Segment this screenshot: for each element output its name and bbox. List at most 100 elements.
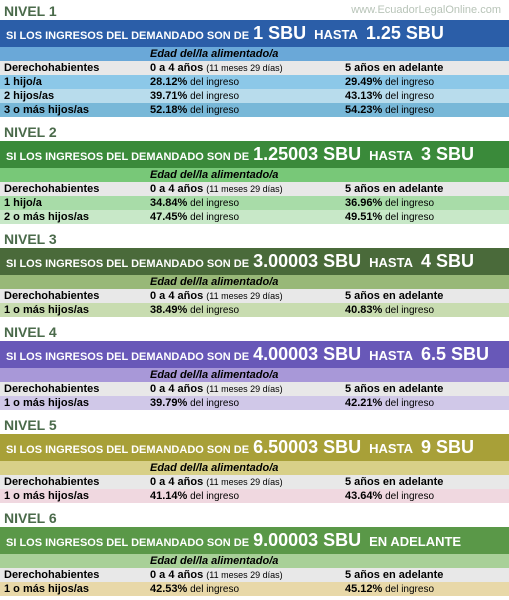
column-headers: Derechohabientes0 a 4 años (11 meses 29 … (0, 475, 509, 489)
nivel-title: NIVEL 4 (0, 321, 509, 341)
col-age-a: 0 a 4 años (11 meses 29 días) (150, 476, 345, 488)
col-age-b: 5 años en adelante (345, 290, 509, 302)
row-label: 2 o más hijos/as (0, 211, 150, 223)
row-label: 2 hijos/as (0, 90, 150, 102)
income-range-header: SI LOS INGRESOS DEL DEMANDADO SON DE 4.00… (0, 341, 509, 368)
income-range-header: SI LOS INGRESOS DEL DEMANDADO SON DE1 SB… (0, 20, 509, 47)
col-age-b: 5 años en adelante (345, 569, 509, 581)
nivel-title: NIVEL 3 (0, 228, 509, 248)
header-pre: SI LOS INGRESOS DEL DEMANDADO SON DE (6, 258, 249, 270)
age-header-row: Edad del/la alimentado/a (0, 275, 509, 289)
row-value-b: 54.23% del ingreso (345, 104, 509, 116)
col-age-a: 0 a 4 años (11 meses 29 días) (150, 383, 345, 395)
nivel-block: NIVEL 6SI LOS INGRESOS DEL DEMANDADO SON… (0, 507, 509, 596)
range-to: 9 SBU (421, 437, 474, 458)
header-pre: SI LOS INGRESOS DEL DEMANDADO SON DE (6, 537, 249, 549)
range-from: 4.00003 SBU (253, 344, 361, 365)
range-from: 9.00003 SBU (253, 530, 361, 551)
nivel-block: NIVEL 1SI LOS INGRESOS DEL DEMANDADO SON… (0, 0, 509, 117)
row-label: 1 o más hijos/as (0, 583, 150, 595)
nivel-block: NIVEL 5SI LOS INGRESOS DEL DEMANDADO SON… (0, 414, 509, 503)
row-value-b: 36.96% del ingreso (345, 197, 509, 209)
table-container: NIVEL 1SI LOS INGRESOS DEL DEMANDADO SON… (0, 0, 509, 596)
row-value-a: 52.18% del ingreso (150, 104, 345, 116)
row-label: 1 hijo/a (0, 197, 150, 209)
col-derecho: Derechohabientes (0, 183, 150, 195)
col-age-a: 0 a 4 años (11 meses 29 días) (150, 290, 345, 302)
income-range-header: SI LOS INGRESOS DEL DEMANDADO SON DE 9.00… (0, 527, 509, 554)
row-label: 3 o más hijos/as (0, 104, 150, 116)
row-label: 1 o más hijos/as (0, 490, 150, 502)
nivel-title: NIVEL 6 (0, 507, 509, 527)
nivel-title: NIVEL 2 (0, 121, 509, 141)
header-mid: HASTA (369, 148, 413, 163)
table-row: 2 hijos/as39.71% del ingreso43.13% del i… (0, 89, 509, 103)
row-value-a: 34.84% del ingreso (150, 197, 345, 209)
age-header-row: Edad del/la alimentado/a (0, 461, 509, 475)
row-label: 1 o más hijos/as (0, 397, 150, 409)
col-derecho: Derechohabientes (0, 476, 150, 488)
column-headers: Derechohabientes0 a 4 años (11 meses 29 … (0, 568, 509, 582)
income-range-header: SI LOS INGRESOS DEL DEMANDADO SON DE 1.25… (0, 141, 509, 168)
range-from: 3.00003 SBU (253, 251, 361, 272)
table-row: 1 o más hijos/as41.14% del ingreso43.64%… (0, 489, 509, 503)
range-to: 4 SBU (421, 251, 474, 272)
col-age-a: 0 a 4 años (11 meses 29 días) (150, 183, 345, 195)
nivel-block: NIVEL 4SI LOS INGRESOS DEL DEMANDADO SON… (0, 321, 509, 410)
age-label: Edad del/la alimentado/a (150, 555, 509, 567)
header-mid: HASTA (314, 27, 358, 42)
row-value-b: 42.21% del ingreso (345, 397, 509, 409)
row-value-b: 45.12% del ingreso (345, 583, 509, 595)
income-range-header: SI LOS INGRESOS DEL DEMANDADO SON DE 3.00… (0, 248, 509, 275)
watermark: www.EcuadorLegalOnline.com (351, 4, 501, 16)
income-range-header: SI LOS INGRESOS DEL DEMANDADO SON DE 6.50… (0, 434, 509, 461)
column-headers: Derechohabientes0 a 4 años (11 meses 29 … (0, 289, 509, 303)
col-derecho: Derechohabientes (0, 62, 150, 74)
column-headers: Derechohabientes0 a 4 años (11 meses 29 … (0, 182, 509, 196)
row-value-a: 38.49% del ingreso (150, 304, 345, 316)
header-pre: SI LOS INGRESOS DEL DEMANDADO SON DE (6, 151, 249, 163)
age-label: Edad del/la alimentado/a (150, 369, 509, 381)
age-label: Edad del/la alimentado/a (150, 276, 509, 288)
row-value-b: 43.13% del ingreso (345, 90, 509, 102)
column-headers: Derechohabientes0 a 4 años (11 meses 29 … (0, 382, 509, 396)
row-value-a: 39.71% del ingreso (150, 90, 345, 102)
table-row: 3 o más hijos/as52.18% del ingreso54.23%… (0, 103, 509, 117)
row-label: 1 o más hijos/as (0, 304, 150, 316)
table-row: 1 o más hijos/as38.49% del ingreso40.83%… (0, 303, 509, 317)
row-value-a: 28.12% del ingreso (150, 76, 345, 88)
row-value-a: 39.79% del ingreso (150, 397, 345, 409)
header-pre: SI LOS INGRESOS DEL DEMANDADO SON DE (6, 351, 249, 363)
range-from: 1.25003 SBU (253, 144, 361, 165)
age-label: Edad del/la alimentado/a (150, 48, 509, 60)
col-derecho: Derechohabientes (0, 569, 150, 581)
row-value-b: 29.49% del ingreso (345, 76, 509, 88)
nivel-title: NIVEL 5 (0, 414, 509, 434)
age-header-row: Edad del/la alimentado/a (0, 368, 509, 382)
row-value-a: 42.53% del ingreso (150, 583, 345, 595)
range-from: 6.50003 SBU (253, 437, 361, 458)
header-mid: HASTA (369, 348, 413, 363)
nivel-block: NIVEL 2SI LOS INGRESOS DEL DEMANDADO SON… (0, 121, 509, 224)
row-value-b: 49.51% del ingreso (345, 211, 509, 223)
col-age-b: 5 años en adelante (345, 62, 509, 74)
header-mid: HASTA (369, 255, 413, 270)
age-header-row: Edad del/la alimentado/a (0, 554, 509, 568)
range-to: 6.5 SBU (421, 344, 489, 365)
header-pre: SI LOS INGRESOS DEL DEMANDADO SON DE (6, 444, 249, 456)
table-row: 1 o más hijos/as42.53% del ingreso45.12%… (0, 582, 509, 596)
col-age-b: 5 años en adelante (345, 476, 509, 488)
age-header-row: Edad del/la alimentado/a (0, 168, 509, 182)
table-row: 1 hijo/a34.84% del ingreso36.96% del ing… (0, 196, 509, 210)
header-mid: HASTA (369, 441, 413, 456)
age-label: Edad del/la alimentado/a (150, 462, 509, 474)
nivel-block: NIVEL 3SI LOS INGRESOS DEL DEMANDADO SON… (0, 228, 509, 317)
range-to: 1.25 SBU (366, 23, 444, 44)
col-age-b: 5 años en adelante (345, 183, 509, 195)
col-derecho: Derechohabientes (0, 383, 150, 395)
header-end: EN ADELANTE (369, 534, 461, 549)
col-age-a: 0 a 4 años (11 meses 29 días) (150, 62, 345, 74)
col-age-a: 0 a 4 años (11 meses 29 días) (150, 569, 345, 581)
range-from: 1 SBU (253, 23, 306, 44)
table-row: 2 o más hijos/as47.45% del ingreso49.51%… (0, 210, 509, 224)
